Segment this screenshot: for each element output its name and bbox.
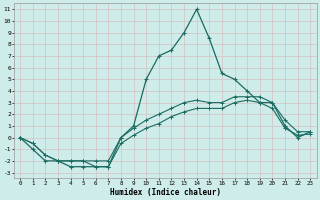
X-axis label: Humidex (Indice chaleur): Humidex (Indice chaleur) bbox=[110, 188, 220, 197]
